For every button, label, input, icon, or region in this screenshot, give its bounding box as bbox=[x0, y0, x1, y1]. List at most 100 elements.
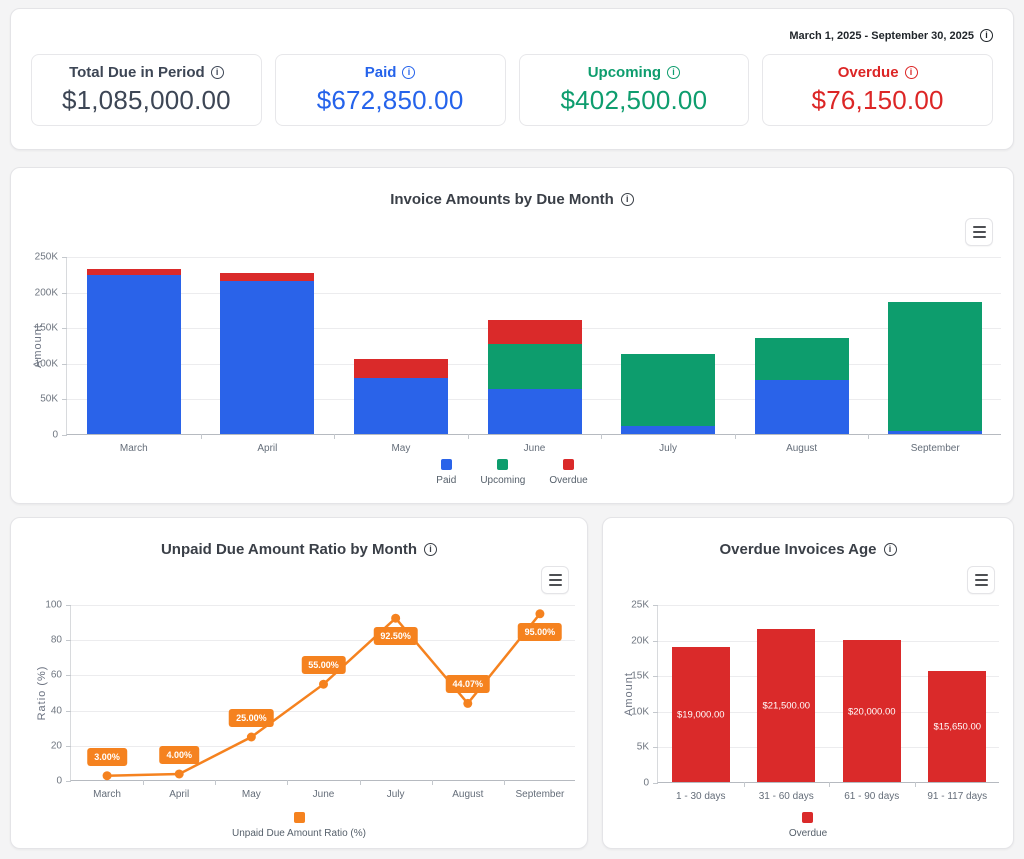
legend-item-unpaid-due-amount-ratio[interactable]: Unpaid Due Amount Ratio (%) bbox=[232, 812, 366, 839]
bar-1-30-days[interactable] bbox=[671, 646, 730, 782]
bar-value-label: $19,000.00 bbox=[676, 709, 725, 721]
y-tick-label: 20K bbox=[631, 635, 649, 647]
y-tick-label: 100 bbox=[45, 599, 62, 611]
date-range-text: March 1, 2025 - September 30, 2025 bbox=[789, 29, 974, 42]
bar-segment-paid[interactable] bbox=[621, 426, 716, 434]
bar-segment-overdue[interactable] bbox=[487, 320, 582, 344]
legend-item-paid[interactable]: Paid bbox=[436, 459, 456, 486]
bar-segment-paid[interactable] bbox=[86, 274, 181, 434]
bar-segment-paid[interactable] bbox=[487, 389, 582, 434]
y-tick-mark bbox=[62, 435, 67, 436]
stat-card-overdue: Overdue $76,150.00 bbox=[762, 54, 993, 126]
gridline bbox=[67, 292, 1001, 294]
legend-item-overdue[interactable]: Overdue bbox=[789, 812, 827, 839]
y-tick-mark bbox=[653, 783, 658, 784]
chart-legend: Paid Upcoming Overdue bbox=[11, 459, 1013, 486]
y-tick-mark bbox=[66, 781, 71, 782]
data-point[interactable] bbox=[174, 769, 184, 779]
y-tick-mark bbox=[62, 363, 67, 365]
x-tick-label: 91 - 117 days bbox=[927, 791, 988, 802]
data-point[interactable] bbox=[463, 698, 473, 708]
bar-segment-upcoming[interactable] bbox=[754, 337, 849, 380]
point-value-label: 3.00% bbox=[87, 747, 127, 766]
info-icon[interactable] bbox=[904, 66, 918, 79]
gridline bbox=[71, 675, 575, 677]
stat-label-text: Overdue bbox=[837, 64, 899, 81]
chart-title: Unpaid Due Amount Ratio by Month bbox=[11, 541, 587, 558]
x-tick-label: August bbox=[786, 443, 818, 454]
data-point[interactable] bbox=[535, 609, 545, 619]
stat-value: $402,500.00 bbox=[560, 85, 708, 115]
legend-label: Overdue bbox=[549, 475, 588, 486]
y-tick-label: 0 bbox=[52, 429, 58, 441]
bar-segment-paid[interactable] bbox=[353, 377, 448, 434]
plot-area: 0 20 40 60 80 100 March April May June July August S… bbox=[45, 600, 575, 800]
data-point[interactable] bbox=[246, 732, 256, 742]
x-tick-label: May bbox=[241, 789, 261, 800]
info-icon[interactable] bbox=[210, 66, 224, 79]
y-tick-label: 100K bbox=[34, 358, 58, 370]
chart-menu-button[interactable] bbox=[541, 566, 569, 594]
bar-segment-paid[interactable] bbox=[754, 379, 849, 434]
chart-menu-button[interactable] bbox=[965, 218, 993, 246]
y-tick-label: 60 bbox=[50, 669, 62, 681]
x-tick-label: July bbox=[386, 789, 405, 800]
bar-segment-paid[interactable] bbox=[888, 430, 983, 434]
bar-segment-paid[interactable] bbox=[220, 280, 315, 434]
x-tick-label: September bbox=[515, 789, 565, 800]
unpaid-ratio-chart-card: Unpaid Due Amount Ratio by Month Ratio (… bbox=[10, 517, 588, 849]
data-point[interactable] bbox=[319, 679, 328, 689]
y-tick-label: 200K bbox=[34, 287, 58, 299]
y-tick-mark bbox=[653, 640, 658, 642]
x-tick-mark bbox=[914, 782, 916, 787]
x-tick-label: 31 - 60 days bbox=[758, 791, 814, 802]
bar-61-90-days[interactable] bbox=[842, 639, 901, 782]
data-point[interactable] bbox=[102, 771, 112, 781]
gridline bbox=[71, 710, 575, 712]
point-value-label: 95.00% bbox=[517, 622, 563, 641]
y-tick-mark bbox=[66, 640, 71, 642]
bar-91-117-days[interactable] bbox=[928, 670, 987, 782]
gridline bbox=[71, 640, 575, 642]
bar-march bbox=[86, 269, 181, 434]
chart-title: Invoice Amounts by Due Month bbox=[11, 191, 1013, 208]
info-icon[interactable] bbox=[402, 66, 416, 79]
y-tick-mark bbox=[62, 257, 67, 258]
stat-card-paid: Paid $672,850.00 bbox=[274, 54, 506, 126]
y-tick-label: 0 bbox=[643, 777, 649, 789]
y-tick-label: 20 bbox=[50, 740, 62, 752]
info-icon[interactable] bbox=[667, 66, 681, 79]
bar-segment-upcoming[interactable] bbox=[487, 343, 582, 390]
legend-item-overdue[interactable]: Overdue bbox=[549, 459, 588, 486]
x-tick-mark bbox=[215, 780, 217, 785]
bar-segment-overdue[interactable] bbox=[86, 269, 181, 275]
stat-label: Upcoming bbox=[588, 64, 681, 81]
chart-title: Overdue Invoices Age bbox=[603, 541, 1013, 558]
bar-31-60-days[interactable] bbox=[757, 628, 816, 782]
gridline bbox=[658, 711, 999, 713]
bar-segment-upcoming[interactable] bbox=[888, 302, 983, 431]
bar-segment-overdue[interactable] bbox=[353, 358, 448, 378]
invoice-amounts-chart-card: Invoice Amounts by Due Month Amount 050K… bbox=[10, 167, 1014, 504]
bar-segment-overdue[interactable] bbox=[220, 273, 315, 281]
legend-swatch bbox=[440, 459, 452, 470]
info-icon[interactable] bbox=[883, 543, 897, 556]
bar-may bbox=[353, 358, 448, 434]
chart-menu-button[interactable] bbox=[967, 566, 995, 594]
y-tick-label: 10K bbox=[631, 706, 649, 718]
info-icon[interactable] bbox=[980, 29, 993, 42]
y-tick-mark bbox=[66, 710, 71, 712]
gridline bbox=[658, 747, 999, 749]
info-icon[interactable] bbox=[424, 543, 438, 556]
bar-segment-upcoming[interactable] bbox=[621, 354, 716, 427]
date-range: March 1, 2025 - September 30, 2025 bbox=[27, 29, 997, 42]
bottom-row: Unpaid Due Amount Ratio by Month Ratio (… bbox=[10, 517, 1014, 849]
x-tick-label: March bbox=[119, 443, 148, 454]
data-point[interactable] bbox=[391, 613, 401, 623]
y-tick-label: 80 bbox=[50, 634, 62, 646]
y-tick-label: 25K bbox=[631, 599, 649, 611]
info-icon[interactable] bbox=[620, 193, 634, 206]
legend-item-upcoming[interactable]: Upcoming bbox=[480, 459, 525, 486]
x-tick-mark bbox=[467, 434, 469, 439]
